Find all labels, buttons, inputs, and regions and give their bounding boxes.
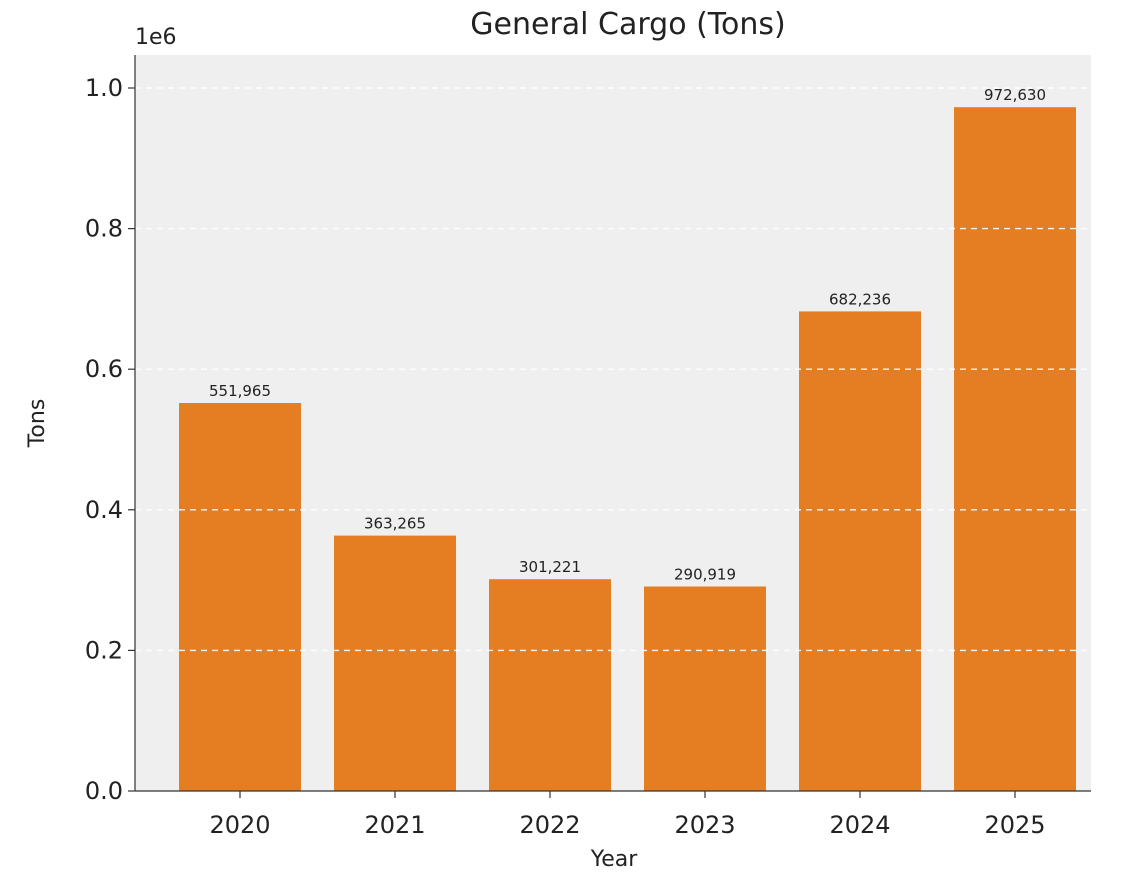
bar-2021 [334, 535, 456, 791]
bar-2020 [179, 403, 301, 791]
x-tick-label: 2022 [519, 811, 580, 839]
bar-2024 [799, 311, 921, 791]
value-label-layer: 551,965 363,265 301,221 290,919 682,236 972,6… [209, 86, 1046, 583]
x-tick-label: 2023 [674, 811, 735, 839]
x-ticks: 2020 2021 2022 2023 2024 2025 [209, 791, 1046, 839]
bar-layer [179, 107, 1076, 791]
y-tick-label: 0.6 [85, 355, 123, 383]
chart-title: General Cargo (Tons) [470, 7, 785, 42]
y-tick-label: 0.8 [85, 215, 123, 243]
value-label: 682,236 [829, 290, 891, 308]
x-tick-label: 2024 [829, 811, 890, 839]
value-label: 363,265 [364, 515, 426, 533]
value-label: 290,919 [674, 566, 736, 584]
y-tick-label: 0.4 [85, 496, 123, 524]
x-tick-label: 2021 [364, 811, 425, 839]
value-label: 301,221 [519, 558, 581, 576]
bar-2022 [489, 579, 611, 791]
y-tick-label: 0.2 [85, 636, 123, 664]
bar-2025 [954, 107, 1076, 791]
y-ticks: 0.0 0.2 0.4 0.6 0.8 1.0 [85, 74, 135, 805]
value-label: 972,630 [984, 86, 1046, 104]
bar-2023 [644, 586, 766, 791]
y-tick-label: 0.0 [85, 777, 123, 805]
y-axis-title: Tons [25, 399, 50, 449]
y-tick-label: 1.0 [85, 74, 123, 102]
value-label: 551,965 [209, 382, 271, 400]
x-axis-title: Year [590, 847, 639, 872]
y-scale-label: 1e6 [135, 25, 177, 50]
x-tick-label: 2025 [984, 811, 1045, 839]
x-tick-label: 2020 [209, 811, 270, 839]
gridlines [135, 87, 1091, 652]
